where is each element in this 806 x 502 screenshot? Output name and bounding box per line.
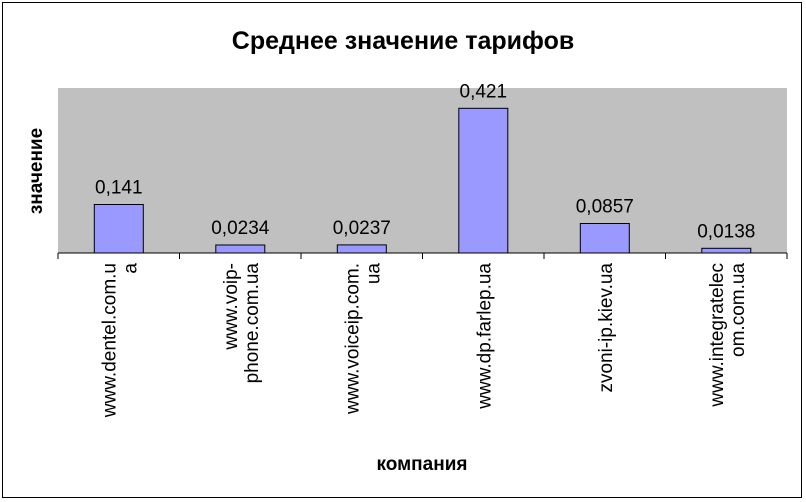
bar bbox=[215, 244, 266, 254]
x-tick-label: www.integratelec bbox=[707, 263, 728, 408]
x-axis-tick-labels: www.dentel.com.u a www.voip-phone.com.ua ww… bbox=[99, 263, 749, 419]
data-label: 0,0138 bbox=[697, 221, 755, 242]
plot-area bbox=[58, 88, 787, 253]
bars-group bbox=[93, 107, 752, 254]
bar bbox=[579, 223, 630, 254]
x-tick-label: phone.com.ua bbox=[242, 263, 263, 384]
data-label: 0,0857 bbox=[576, 197, 634, 218]
data-label: 0,141 bbox=[95, 178, 143, 199]
data-label: 0,0237 bbox=[333, 218, 391, 239]
x-tick-label: a bbox=[120, 263, 141, 274]
data-label: 0,0234 bbox=[211, 218, 270, 239]
x-tick-label: www.voiceip.com. bbox=[342, 263, 363, 415]
bar bbox=[93, 204, 144, 254]
chart-title: Среднее значение тарифов bbox=[232, 27, 574, 55]
x-tick-label: ua bbox=[363, 263, 384, 285]
data-label: 0,421 bbox=[460, 81, 508, 102]
bar bbox=[336, 244, 387, 254]
data-labels-group: 0,141 0,0234 0,0237 0,421 0,0857 0,0138 bbox=[95, 81, 755, 242]
x-axis-ticks bbox=[57, 253, 788, 259]
bar bbox=[458, 107, 509, 254]
y-axis-title: значение bbox=[26, 128, 47, 214]
bar bbox=[701, 247, 752, 254]
x-tick-label: www.dentel.com.u bbox=[99, 263, 120, 418]
x-tick-label: om.com.ua bbox=[728, 263, 749, 357]
x-tick-label: zvoni-ip.kiev.ua bbox=[596, 263, 617, 393]
x-tick-label: www.voip- bbox=[221, 263, 242, 351]
x-axis-title: компания bbox=[377, 454, 468, 475]
x-tick-label: www.dp.farlep.ua bbox=[474, 263, 495, 410]
